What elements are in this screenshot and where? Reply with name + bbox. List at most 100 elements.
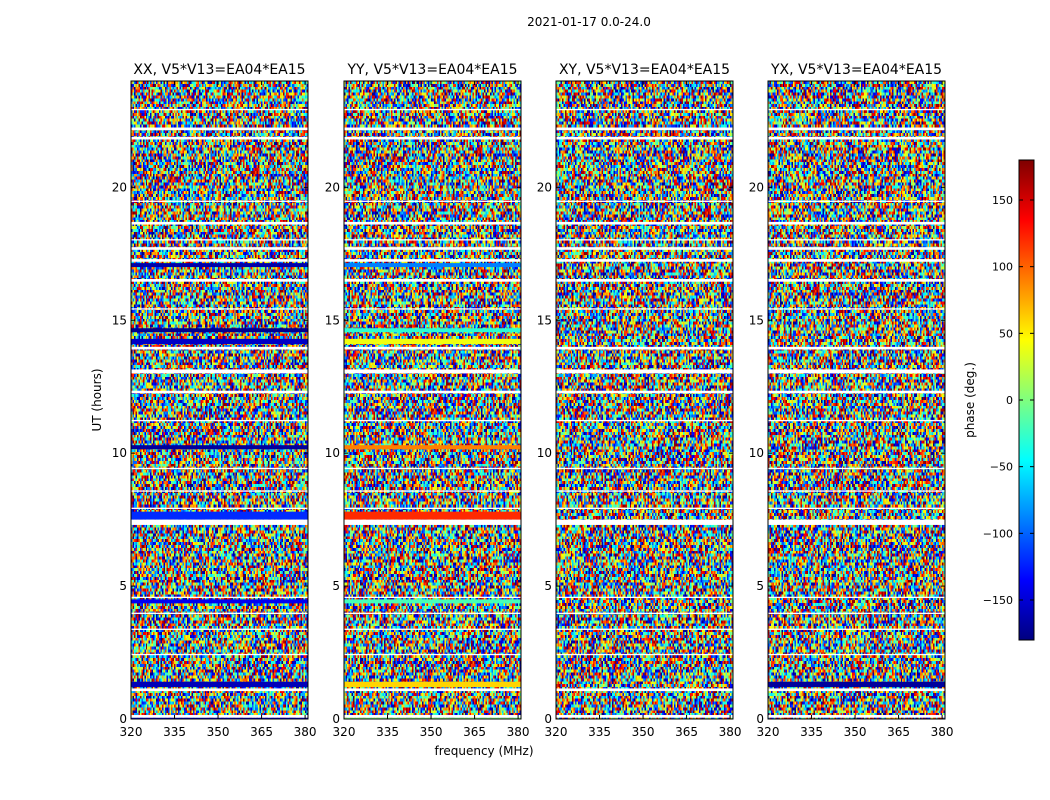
flagged-band: [344, 200, 521, 202]
flagged-band: [344, 221, 521, 225]
flagged-band: [344, 628, 521, 630]
coherent-band: [131, 681, 308, 688]
x-tick-label: 335: [588, 725, 611, 739]
panels-group: XX, V5*V13=EA04*EA15 320 335 350 365 380 0 5 10 1…: [112, 62, 954, 739]
flagged-band: [131, 239, 308, 241]
colorbar-tick-label: −100: [983, 527, 1013, 540]
flagged-band: [131, 346, 308, 350]
flagged-band: [131, 390, 308, 394]
flagged-band: [131, 279, 308, 282]
flagged-band: [768, 390, 945, 394]
y-tick-label: 5: [332, 579, 340, 593]
panel-frame: [130, 80, 309, 720]
flagged-band: [131, 419, 308, 422]
y-axis-label: UT (hours): [90, 368, 104, 431]
x-tick-label: 320: [120, 725, 143, 739]
y-tick-label: 15: [112, 313, 127, 327]
y-tick-label: 20: [749, 180, 764, 194]
flagged-band: [768, 127, 945, 131]
flagged-band: [131, 628, 308, 630]
x-tick-label: 380: [507, 725, 530, 739]
x-tick-label: 320: [545, 725, 568, 739]
colorbar-label: phase (deg.): [963, 362, 977, 438]
flagged-band: [768, 715, 945, 718]
y-tick-label: 0: [756, 712, 764, 726]
flagged-band: [131, 467, 308, 470]
flagged-band: [131, 127, 308, 131]
x-tick-label: 350: [207, 725, 230, 739]
coherent-band: [344, 263, 521, 268]
panel-yx: YX, V5*V13=EA04*EA15 320 335 350 365 380 0 5 10 1…: [749, 62, 954, 739]
panel-xx: XX, V5*V13=EA04*EA15 320 335 350 365 380 0 5 10 1…: [112, 62, 317, 739]
flagged-band: [131, 308, 308, 310]
coherent-band: [344, 445, 521, 450]
flagged-band: [344, 390, 521, 394]
y-tick-label: 0: [119, 712, 127, 726]
x-tick-label: 335: [800, 725, 823, 739]
flagged-band: [768, 490, 945, 492]
flagged-band: [768, 247, 945, 250]
y-tick-label: 5: [119, 579, 127, 593]
flagged-band: [768, 653, 945, 656]
x-tick-label: 320: [333, 725, 356, 739]
phase-heatmap: [768, 81, 945, 719]
flagged-band: [344, 136, 521, 140]
flagged-band: [556, 467, 733, 470]
x-tick-label: 320: [757, 725, 780, 739]
flagged-band: [556, 688, 733, 692]
phase-heatmap: [556, 81, 733, 719]
flagged-band: [344, 259, 521, 262]
flagged-band: [344, 346, 521, 350]
coherent-band: [344, 338, 521, 345]
flagged-band: [556, 519, 733, 525]
flagged-band: [131, 108, 308, 111]
colorbar-tick-label: 100: [992, 261, 1013, 274]
flagged-band: [556, 490, 733, 492]
y-tick-label: 5: [756, 579, 764, 593]
panel-yy: YY, V5*V13=EA04*EA15 320 335 350 365 380 0 5 10 1…: [325, 62, 530, 739]
flagged-band: [131, 507, 308, 509]
flagged-band: [768, 688, 945, 692]
flagged-band: [556, 279, 733, 282]
coherent-band: [131, 328, 308, 333]
flagged-band: [768, 239, 945, 241]
flagged-band: [556, 136, 733, 140]
flagged-band: [344, 507, 521, 509]
phase-heatmap: [131, 81, 308, 719]
flagged-band: [556, 653, 733, 656]
flagged-band: [556, 715, 733, 718]
flagged-band: [556, 596, 733, 599]
flagged-band: [131, 247, 308, 250]
coherent-band: [131, 338, 308, 345]
flagged-band: [131, 200, 308, 202]
flagged-band: [344, 612, 521, 614]
flagged-band: [768, 308, 945, 310]
flagged-band: [344, 519, 521, 525]
phase-heatmap: [344, 81, 521, 719]
flagged-band: [768, 279, 945, 282]
flagged-band: [131, 596, 308, 599]
panel-title: XX, V5*V13=EA04*EA15: [133, 62, 305, 78]
flagged-band: [768, 419, 945, 422]
flagged-band: [556, 247, 733, 250]
y-tick-label: 20: [112, 180, 127, 194]
flagged-band: [344, 239, 521, 241]
flagged-band: [768, 200, 945, 202]
y-tick-label: 0: [544, 712, 552, 726]
flagged-band: [556, 239, 733, 241]
x-tick-label: 365: [250, 725, 273, 739]
flagged-band: [556, 507, 733, 509]
flagged-band: [556, 390, 733, 394]
flagged-band: [768, 369, 945, 374]
flagged-band: [556, 200, 733, 202]
flagged-band: [131, 653, 308, 656]
flagged-band: [344, 467, 521, 470]
x-tick-label: 350: [420, 725, 443, 739]
x-tick-label: 335: [163, 725, 186, 739]
colorbar-tick-label: −150: [983, 594, 1013, 607]
colorbar-tick-label: −50: [990, 461, 1013, 474]
colorbar-tick-label: 0: [1006, 394, 1013, 407]
flagged-band: [131, 369, 308, 374]
panel-xy: XY, V5*V13=EA04*EA15 320 335 350 365 380 0 5 10 1…: [537, 62, 742, 739]
